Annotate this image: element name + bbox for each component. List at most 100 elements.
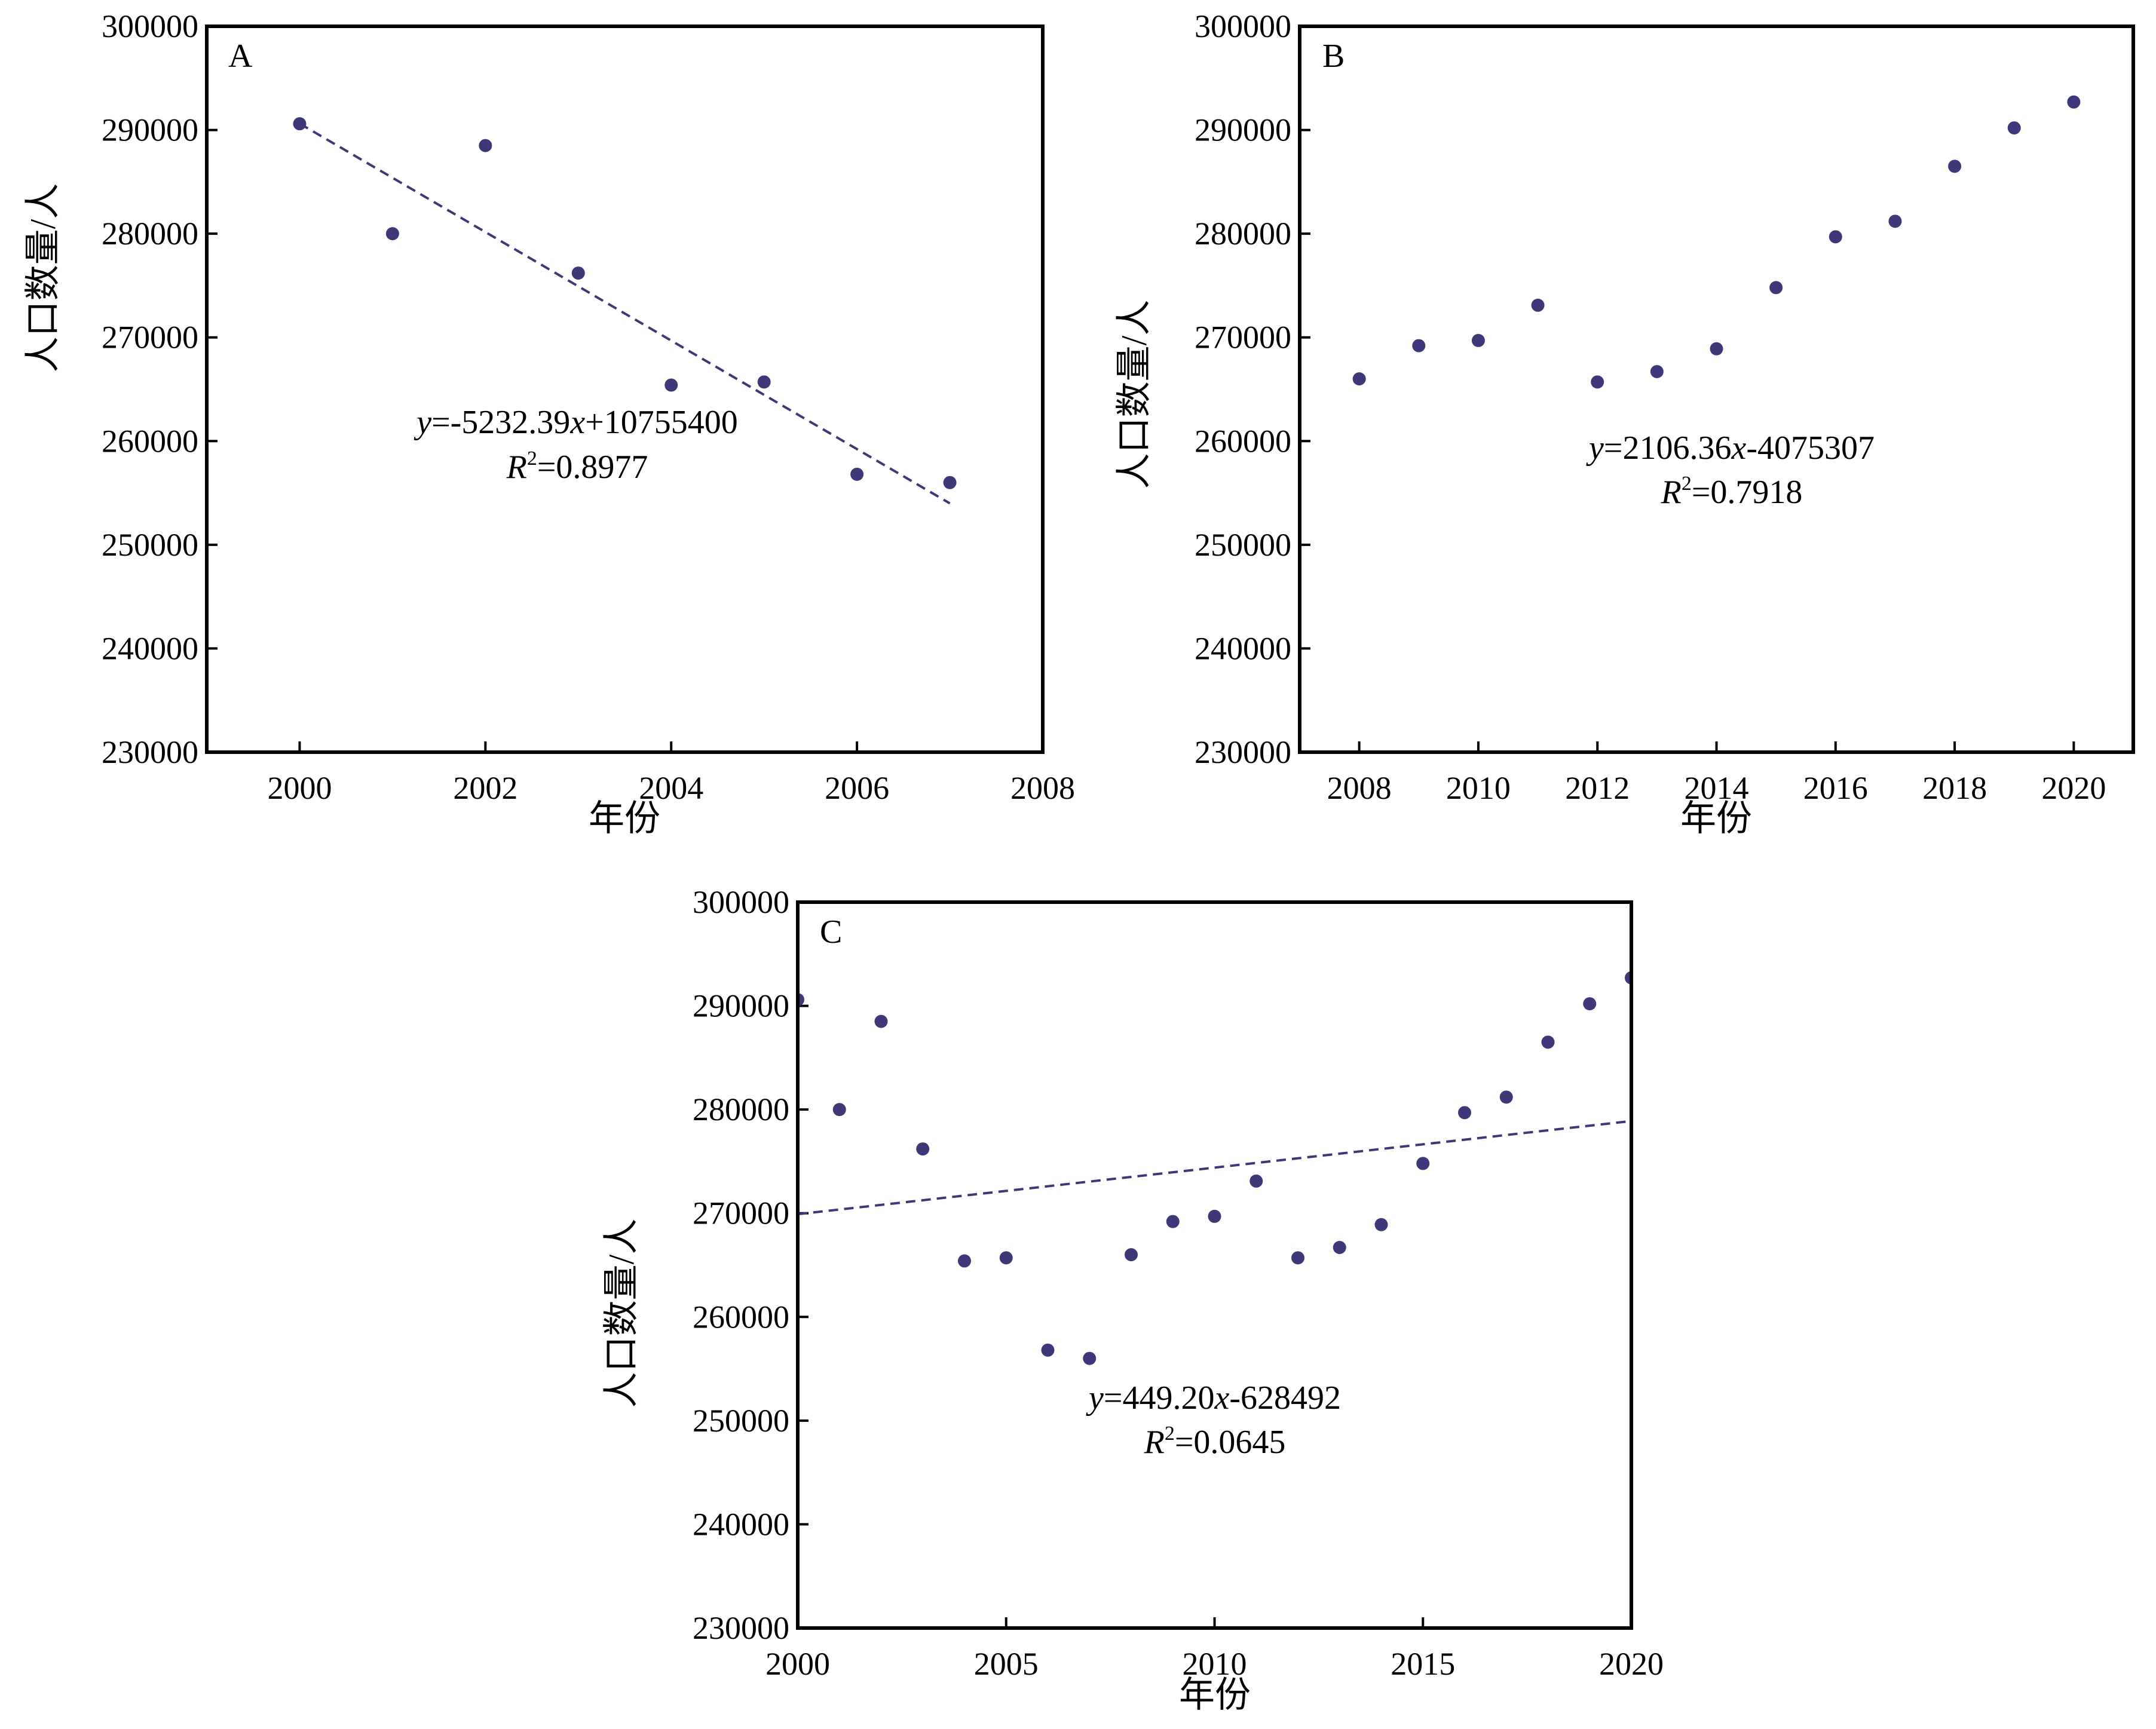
r-squared-sup: 2 (1165, 1423, 1175, 1445)
y-tick-label: 300000 (102, 8, 198, 44)
data-point (1352, 372, 1366, 386)
r-squared-sup: 2 (1682, 473, 1692, 495)
x-tick-label: 2006 (825, 770, 889, 806)
data-point (1541, 1035, 1555, 1049)
r-squared-value: =0.0645 (1175, 1424, 1286, 1461)
plot-frame (205, 24, 1045, 754)
data-point (1374, 1218, 1388, 1231)
y-tick-label: 260000 (693, 1299, 789, 1335)
y-tick-label: 280000 (693, 1092, 789, 1127)
equation-intercept: -628492 (1229, 1379, 1341, 1417)
equation-y: y (1586, 430, 1604, 467)
y-tick-label: 240000 (1195, 630, 1291, 666)
y-axis-title: 人口数量/人 (1114, 300, 1154, 489)
y-axis-title: 人口数量/人 (23, 183, 63, 373)
data-point (1769, 281, 1783, 295)
plot-frame (1298, 24, 2135, 754)
equation-y: y (1086, 1379, 1104, 1417)
data-point (1208, 1209, 1221, 1223)
panel-a: 230000 240000 250000 260000 270000 280000 2900… (23, 8, 1075, 838)
equation-x: x (1214, 1379, 1229, 1417)
y-tick-label: 250000 (693, 1403, 789, 1439)
panel-letter: A (228, 38, 253, 75)
regression-equation: y=-5232.39x+10755400 (414, 404, 738, 441)
y-tick-label: 260000 (102, 423, 198, 459)
data-point (1250, 1174, 1263, 1188)
y-tick-label: 240000 (693, 1506, 789, 1542)
data-point (571, 266, 585, 280)
data-point (1948, 160, 1962, 173)
r-squared-value: =0.7918 (1692, 474, 1803, 511)
r-squared: R2=0.7918 (1661, 473, 1803, 511)
x-tick-label: 2012 (1565, 770, 1630, 806)
equation-slope: =-5232.39 (431, 404, 570, 441)
y-tick-label: 290000 (102, 112, 198, 148)
trend-line (798, 1120, 1631, 1216)
data-point (1291, 1251, 1304, 1265)
data-point (293, 117, 307, 131)
x-tick-label: 2008 (1010, 770, 1075, 806)
r-squared-sup: 2 (527, 447, 537, 470)
r-squared-r: R (1661, 474, 1682, 511)
data-point (757, 375, 771, 389)
equation-intercept: -4075307 (1746, 430, 1875, 467)
y-tick-label: 250000 (102, 527, 198, 563)
data-point (664, 378, 678, 392)
y-axis-title: 人口数量/人 (602, 1219, 641, 1408)
equation-intercept: +10755400 (585, 404, 738, 441)
x-axis-title: 年份 (1680, 799, 1752, 838)
data-point (1471, 333, 1485, 347)
data-point (1710, 342, 1723, 355)
data-point (385, 227, 399, 241)
x-tick-label: 2000 (267, 770, 332, 806)
y-tick-label: 270000 (693, 1195, 789, 1231)
data-point (1333, 1240, 1346, 1254)
data-point (943, 476, 957, 489)
data-point (2067, 95, 2081, 109)
data-point (1591, 375, 1604, 389)
panel-b: 230000 240000 250000 260000 270000 280000 2900… (1114, 8, 2135, 1538)
data-point (1499, 1090, 1513, 1104)
y-tick-label: 240000 (102, 630, 198, 666)
x-tick-label: 2010 (1446, 770, 1511, 806)
x-tick-label: 2008 (1327, 770, 1392, 806)
r-squared-value: =0.8977 (537, 449, 648, 486)
x-axis-title: 年份 (1179, 1675, 1251, 1715)
data-point (1458, 1106, 1471, 1120)
x-tick-label: 2015 (1391, 1646, 1455, 1682)
data-point (479, 139, 492, 152)
data-point (1041, 1343, 1055, 1357)
panel-c: 230000 240000 250000 260000 270000 280000 2900… (602, 884, 1664, 1715)
data-point (1531, 298, 1545, 312)
y-tick-label: 230000 (1195, 734, 1291, 770)
data-point (2007, 121, 2021, 135)
x-tick-label: 2010 (1183, 1646, 1247, 1682)
plot-area (1352, 95, 2081, 1538)
y-tick-label: 300000 (1195, 8, 1291, 44)
data-point (1650, 364, 1664, 378)
data-point (850, 467, 864, 481)
x-tick-label: 2002 (453, 770, 517, 806)
equation-slope: =2106.36 (1604, 430, 1732, 467)
y-tick-label: 250000 (1195, 527, 1291, 563)
plot-frame (796, 900, 1633, 1630)
r-squared-r: R (506, 449, 527, 486)
y-tick-label: 290000 (1195, 112, 1291, 148)
trend-line (1359, 1276, 2074, 1538)
x-tick-label: 2004 (639, 770, 703, 806)
y-tick-label: 290000 (693, 988, 789, 1024)
data-point (958, 1254, 971, 1268)
y-tick-label: 230000 (693, 1610, 789, 1646)
x-tick-label: 2020 (2041, 770, 2106, 806)
regression-equation: y=2106.36x-4075307 (1586, 430, 1875, 467)
data-point (874, 1014, 888, 1028)
y-tick-label: 280000 (102, 216, 198, 252)
regression-equation: y=449.20x-628492 (1086, 1379, 1341, 1417)
x-tick-label: 2018 (1922, 770, 1987, 806)
x-tick-label: 2016 (1803, 770, 1868, 806)
equation-slope: =449.20 (1104, 1379, 1215, 1417)
data-point (1416, 1157, 1430, 1170)
y-tick-label: 260000 (1195, 423, 1291, 459)
x-tick-label: 2005 (974, 1646, 1039, 1682)
equation-x: x (1731, 430, 1746, 467)
